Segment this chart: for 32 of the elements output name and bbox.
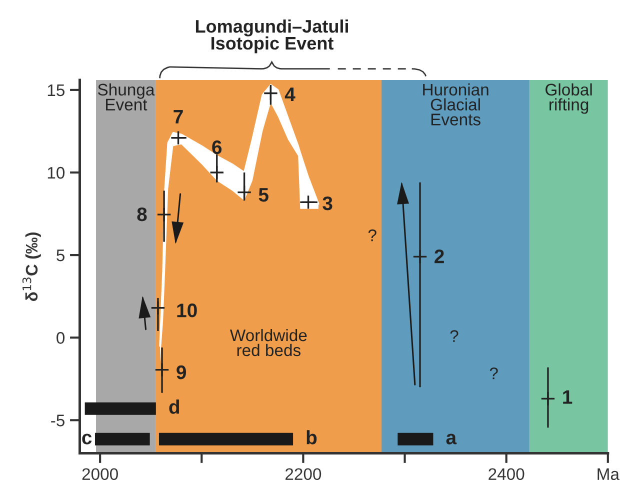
- y-tick-label: 10: [48, 166, 65, 179]
- y-tick-label: -5: [51, 414, 64, 426]
- band-label: Shunga Event: [98, 83, 155, 111]
- annotation: a: [446, 434, 457, 444]
- chart-title: Lomagundi–Jatuli Isotopic Event: [196, 19, 348, 54]
- annotation: 9: [176, 365, 186, 380]
- y-tick-label: 0: [56, 332, 65, 344]
- annotation: ?: [490, 368, 498, 380]
- x-tick-label: 2200: [286, 468, 322, 480]
- x-tick-label: 2000: [82, 468, 118, 480]
- y-axis-title: δ$^{13}$C (‰): [22, 232, 41, 301]
- annotation: 4: [284, 88, 296, 102]
- annotation: 5: [258, 188, 268, 202]
- band-label: Global rifting: [546, 83, 592, 114]
- annotation: ?: [368, 229, 376, 242]
- y-tick-label: 5: [56, 250, 64, 262]
- annotation: 1: [563, 390, 572, 404]
- x-tick-label: Ma: [598, 468, 620, 480]
- band-label: Huronian Glacial Events: [423, 83, 488, 126]
- annotation: 10: [177, 304, 197, 318]
- y-tick-label: 15: [48, 84, 64, 96]
- annotation: d: [169, 400, 180, 414]
- annotation: ?: [450, 330, 458, 342]
- annotation: 7: [174, 110, 183, 124]
- annotation: 6: [212, 140, 222, 154]
- annotation: c: [82, 434, 92, 444]
- annotation: 2: [434, 250, 444, 264]
- annotation: 3: [322, 196, 332, 210]
- annotation: 8: [137, 207, 147, 222]
- annotation: b: [306, 430, 317, 444]
- x-tick-label: 2400: [488, 468, 524, 480]
- band-label: Worldwide red beds: [230, 328, 307, 356]
